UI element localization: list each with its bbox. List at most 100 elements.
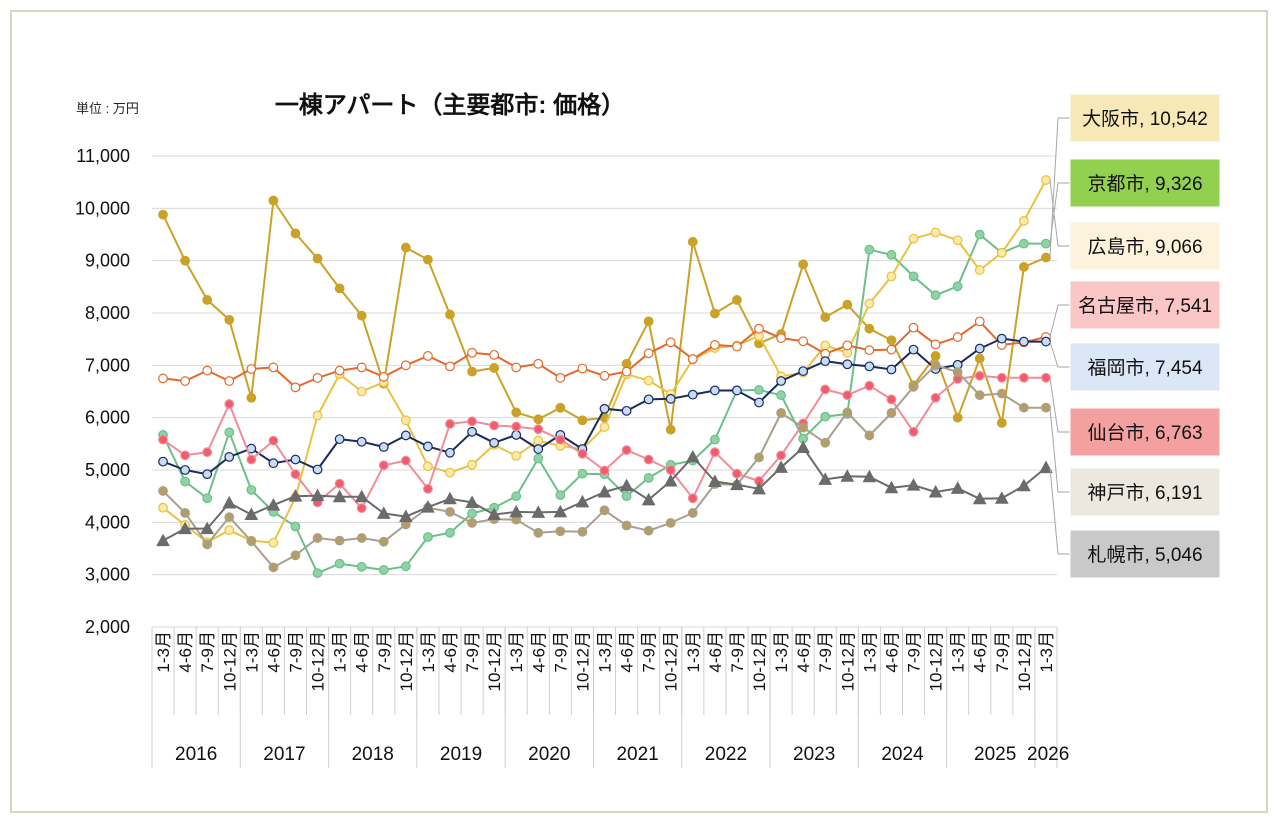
data-point xyxy=(886,271,897,282)
data-point xyxy=(1041,372,1051,383)
data-point xyxy=(290,454,301,465)
data-point xyxy=(950,481,965,494)
data-point xyxy=(356,561,367,572)
data-point xyxy=(246,364,257,374)
data-point xyxy=(467,426,477,437)
x-tick-label: 1-3月 xyxy=(242,631,261,673)
x-tick-label: 4-6月 xyxy=(706,631,725,673)
data-point xyxy=(996,372,1007,383)
callout-leader xyxy=(1049,377,1070,433)
data-point xyxy=(423,254,433,265)
data-point xyxy=(842,390,853,401)
data-point xyxy=(400,242,411,253)
data-point xyxy=(423,461,433,472)
data-point xyxy=(553,504,568,518)
year-label: 2017 xyxy=(263,744,305,765)
x-tick-label: 1-3月 xyxy=(684,631,703,673)
data-point xyxy=(974,343,985,354)
data-point xyxy=(555,402,566,413)
data-point xyxy=(555,490,566,501)
data-point xyxy=(398,509,413,523)
data-point xyxy=(555,526,566,537)
data-point xyxy=(312,253,323,264)
data-point xyxy=(511,450,522,461)
y-tick-label: 5,000 xyxy=(85,460,130,480)
data-point xyxy=(268,195,279,206)
data-point xyxy=(156,533,170,547)
data-point xyxy=(864,244,875,255)
x-tick-label: 4-6月 xyxy=(794,631,813,673)
data-point xyxy=(180,508,191,518)
data-point xyxy=(334,283,345,294)
data-point xyxy=(533,527,544,538)
data-point xyxy=(886,344,897,355)
data-point xyxy=(312,533,323,543)
data-point xyxy=(952,367,963,378)
data-point xyxy=(864,298,875,309)
data-point xyxy=(334,365,345,376)
y-tick-label: 8,000 xyxy=(85,303,130,323)
data-point xyxy=(290,382,301,393)
data-point xyxy=(665,393,676,404)
data-point xyxy=(467,347,477,358)
data-point xyxy=(908,322,919,333)
data-point xyxy=(665,517,676,528)
x-tick-label: 1-3月 xyxy=(331,631,350,673)
data-point xyxy=(290,469,301,480)
data-point xyxy=(356,362,367,373)
data-point xyxy=(511,421,522,432)
callout-box xyxy=(1069,158,1221,208)
data-point xyxy=(1018,238,1029,249)
data-point xyxy=(178,521,192,535)
data-point xyxy=(754,397,764,408)
data-point xyxy=(533,444,544,454)
callout-box xyxy=(1069,529,1221,579)
data-point xyxy=(796,440,811,453)
data-point xyxy=(334,478,345,489)
data-point xyxy=(577,415,588,426)
chart-frame xyxy=(10,10,1268,813)
data-point xyxy=(952,332,963,342)
data-point xyxy=(445,361,455,372)
data-point xyxy=(310,488,325,502)
data-point xyxy=(930,227,941,238)
data-point xyxy=(1018,336,1029,347)
callout-leader xyxy=(1049,341,1070,368)
data-point xyxy=(1041,252,1051,263)
data-point xyxy=(820,437,831,448)
data-point xyxy=(798,259,809,270)
data-point xyxy=(312,464,323,475)
data-point xyxy=(423,441,433,452)
y-tick-label: 4,000 xyxy=(85,512,130,532)
data-point xyxy=(443,491,457,505)
data-point xyxy=(511,362,522,373)
data-point xyxy=(776,333,786,344)
data-point xyxy=(423,351,433,361)
data-point xyxy=(665,424,676,435)
data-point xyxy=(246,392,257,403)
data-point xyxy=(730,477,744,491)
data-point xyxy=(224,399,235,409)
data-point xyxy=(643,454,654,465)
data-point xyxy=(619,478,634,492)
x-tick-label: 7-9月 xyxy=(286,631,305,673)
data-point xyxy=(533,435,544,446)
callout-leader xyxy=(1049,467,1070,555)
x-tick-label: 4-6月 xyxy=(882,631,901,673)
data-point xyxy=(709,434,720,445)
callout-label: 神戸市, 6,191 xyxy=(1087,482,1202,504)
data-point xyxy=(709,447,720,458)
data-point xyxy=(886,250,897,260)
data-point xyxy=(246,454,257,465)
data-point xyxy=(994,491,1009,504)
data-point xyxy=(687,508,698,518)
year-label: 2024 xyxy=(881,744,924,765)
data-point xyxy=(489,420,500,431)
data-point xyxy=(224,314,235,325)
data-point xyxy=(820,411,831,422)
callout-label: 大阪市, 10,542 xyxy=(1082,108,1208,130)
data-point xyxy=(224,452,235,462)
data-point xyxy=(489,349,500,360)
callout-label: 福岡市, 7,454 xyxy=(1087,357,1203,379)
data-point xyxy=(158,373,168,384)
